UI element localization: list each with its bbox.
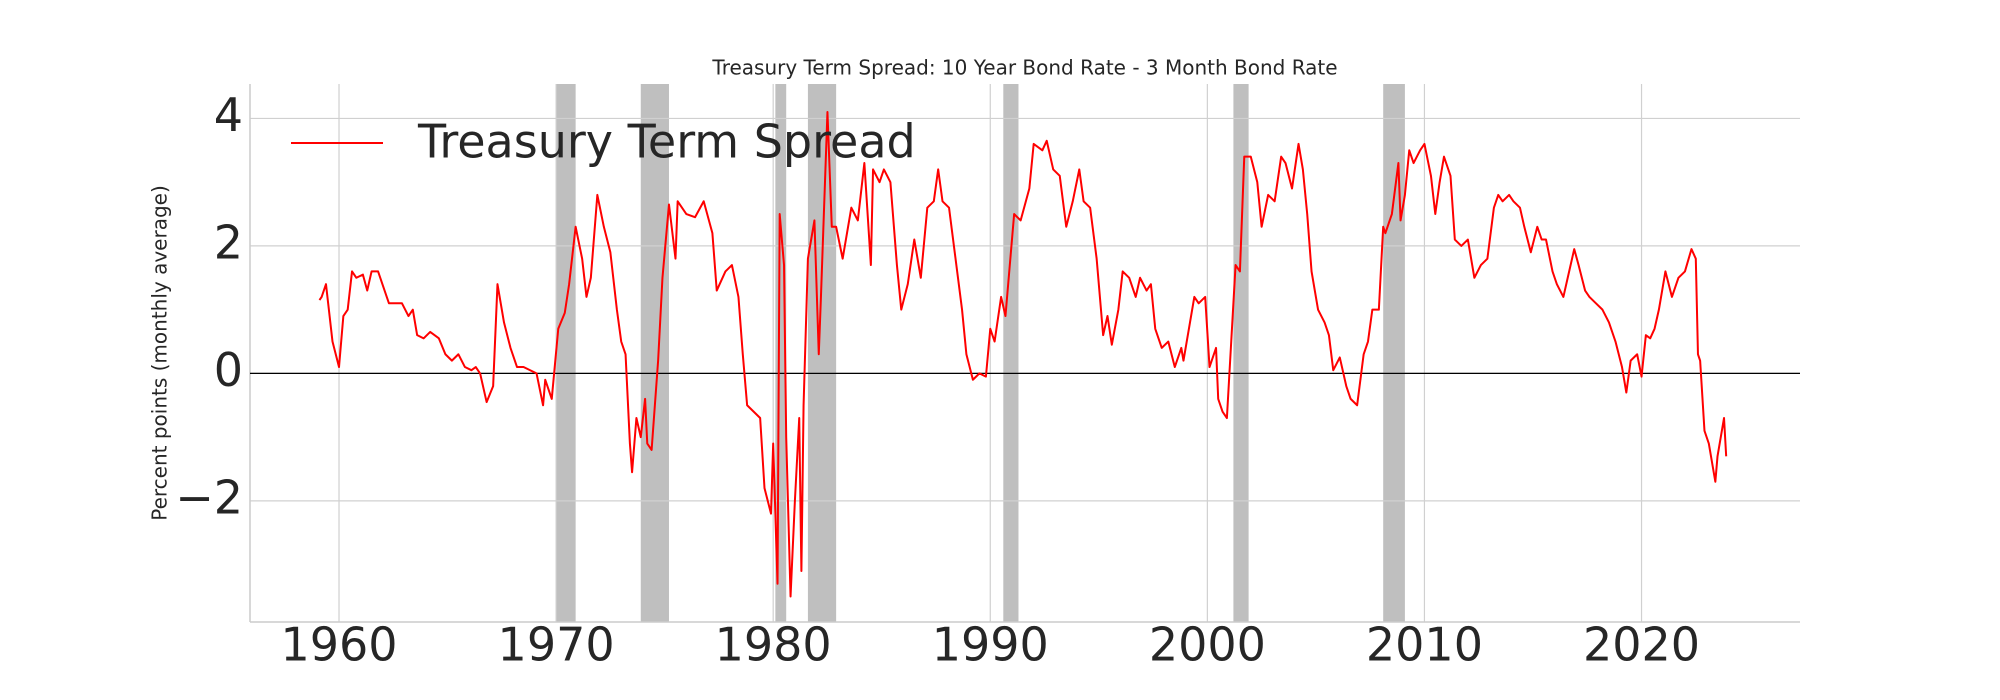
- recession-band: [775, 84, 787, 622]
- recession-band: [807, 84, 837, 622]
- recession-band: [1233, 84, 1249, 622]
- data-line: [318, 111, 1728, 598]
- y-tick-label: 0: [214, 343, 243, 397]
- recession-band: [1003, 84, 1019, 622]
- y-tick-label: 4: [214, 88, 243, 142]
- recession-band: [1383, 84, 1405, 622]
- x-tick-label: 2000: [1149, 618, 1266, 672]
- y-tick-label: 2: [214, 215, 243, 269]
- recession-band: [556, 84, 576, 622]
- x-tick-label: 1960: [280, 618, 397, 672]
- x-tick-label: 2010: [1366, 618, 1483, 672]
- legend-label: Treasury Term Spread: [417, 115, 916, 169]
- y-tick-label: −2: [175, 470, 243, 524]
- x-tick-label: 1990: [932, 618, 1049, 672]
- recession-band: [640, 84, 669, 622]
- y-axis-label: Percent points (monthly average): [148, 185, 172, 521]
- chart-title: Treasury Term Spread: 10 Year Bond Rate …: [711, 56, 1337, 80]
- x-tick-label: 1980: [715, 618, 832, 672]
- x-tick-label: 1970: [498, 618, 615, 672]
- x-tick-label: 2020: [1583, 618, 1700, 672]
